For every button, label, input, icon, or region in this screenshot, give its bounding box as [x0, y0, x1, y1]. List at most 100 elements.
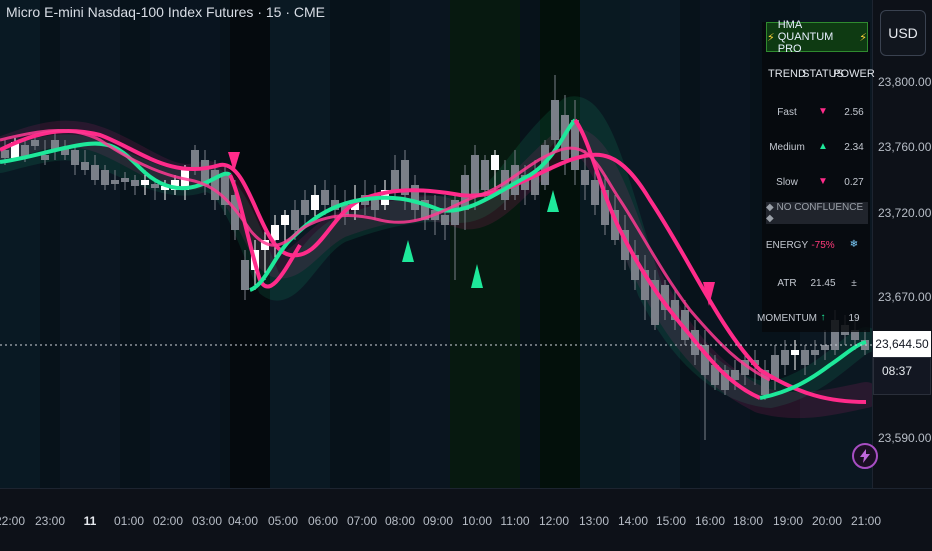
- up-arrow-icon: ↑: [820, 312, 826, 323]
- time-tick: 09:00: [422, 514, 454, 528]
- time-tick: 06:00: [307, 514, 339, 528]
- header-power: POWER: [833, 68, 875, 80]
- time-tick: 07:00: [346, 514, 378, 528]
- candle-body: [51, 140, 59, 150]
- candle-body: [321, 190, 329, 205]
- header-status: STATUS: [802, 68, 844, 80]
- candle-body: [391, 170, 399, 190]
- time-axis[interactable]: [0, 488, 932, 551]
- bar-countdown: 08:37: [873, 357, 931, 395]
- candle-body: [761, 370, 769, 395]
- candle-body: [551, 100, 559, 140]
- candle-body: [821, 345, 829, 350]
- hma-fast-line-bear-2: [573, 118, 761, 400]
- buy-signal-triangle: [402, 240, 414, 262]
- hma-fast-line-bull-3: [759, 340, 867, 400]
- time-tick: 12:00: [538, 514, 570, 528]
- background-regime-bands: [230, 0, 680, 488]
- candle-body: [371, 200, 379, 210]
- candle-body: [101, 170, 109, 185]
- row-fast-name: Fast: [777, 107, 797, 118]
- bolt-icon: ⚡: [859, 31, 867, 44]
- candle-body: [571, 120, 579, 170]
- candle-body: [531, 175, 539, 195]
- candle-body: [1, 150, 9, 158]
- chart-area[interactable]: Micro E-mini Nasdaq-100 Index Futures · …: [0, 0, 872, 488]
- candle-body: [151, 184, 159, 188]
- time-tick: 10:00: [461, 514, 493, 528]
- current-price-label: 23,644.50: [873, 331, 931, 357]
- candle-body: [91, 165, 99, 180]
- candle-body: [441, 215, 449, 225]
- energy-value: -75%: [811, 240, 835, 251]
- time-tick: 11:00: [500, 514, 530, 528]
- time-tick: 14:00: [617, 514, 649, 528]
- candle-body: [121, 178, 129, 182]
- candle-body: [191, 150, 199, 170]
- signal-markers: [228, 152, 715, 306]
- candle-body: [411, 185, 419, 210]
- candle-body: [301, 200, 309, 215]
- row-medium-name: Medium: [769, 142, 805, 153]
- price-axis[interactable]: [872, 0, 932, 488]
- down-triangle-icon: ▼: [818, 176, 828, 187]
- candle-body: [21, 145, 29, 156]
- lightning-button[interactable]: [852, 443, 878, 469]
- candle-body: [401, 160, 409, 195]
- candle-body: [801, 350, 809, 365]
- time-tick: 18:00: [732, 514, 764, 528]
- buy-signal-triangle: [547, 190, 559, 212]
- candle-body: [721, 370, 729, 390]
- candle-body: [731, 370, 739, 380]
- candle-body: [161, 186, 169, 190]
- panel-title: ⚡ HMA QUANTUM PRO ⚡: [766, 19, 868, 55]
- currency-button[interactable]: USD: [880, 10, 926, 56]
- candle-body: [651, 280, 659, 325]
- candle-body: [111, 180, 119, 184]
- down-triangle-icon: ▼: [818, 106, 828, 117]
- price-tick: 23,670.00: [878, 290, 932, 304]
- candle-body: [491, 155, 499, 170]
- time-tick: 23:00: [34, 514, 66, 528]
- atr-label: ATR: [777, 278, 797, 289]
- candle-body: [451, 200, 459, 225]
- time-tick: 13:00: [578, 514, 610, 528]
- panel-title-text: HMA QUANTUM PRO: [777, 19, 834, 55]
- candle-body: [641, 270, 649, 300]
- chart-title: Micro E-mini Nasdaq-100 Index Futures · …: [6, 4, 325, 20]
- candle-body: [681, 310, 689, 340]
- energy-label: ENERGY: [765, 240, 809, 251]
- time-tick: 04:00: [227, 514, 259, 528]
- hma-quantum-panel: [762, 22, 870, 332]
- time-tick: 08:00: [384, 514, 416, 528]
- candle-body: [311, 195, 319, 210]
- bolt-icon: ⚡: [767, 31, 775, 44]
- candle-body: [501, 170, 509, 200]
- snowflake-icon: ❄: [849, 239, 859, 250]
- candle-body: [711, 365, 719, 385]
- candle-body: [271, 225, 279, 240]
- momentum-value: 19: [848, 313, 860, 324]
- price-tick: 23,720.00: [878, 206, 932, 220]
- candle-body: [851, 330, 859, 340]
- price-chart-canvas[interactable]: [0, 0, 872, 488]
- time-tick: 19:00: [772, 514, 804, 528]
- time-tick: 01:00: [113, 514, 145, 528]
- candle-body: [11, 142, 19, 158]
- candle-body: [61, 148, 69, 155]
- sell-signal-triangle: [228, 152, 240, 172]
- candle-body: [591, 180, 599, 205]
- candle-body: [511, 165, 519, 195]
- time-tick: 15:00: [655, 514, 687, 528]
- price-tick: 23,800.00: [878, 75, 932, 89]
- candle-body: [471, 155, 479, 195]
- candle-body: [601, 190, 609, 225]
- candle-body: [261, 240, 269, 250]
- time-tick: 21:00: [850, 514, 882, 528]
- time-tick: 03:00: [191, 514, 223, 528]
- candle-body: [481, 160, 489, 190]
- buy-signal-triangle: [471, 264, 483, 288]
- candle-body: [221, 175, 229, 205]
- candle-body: [461, 175, 469, 210]
- confluence-status: ◆ NO CONFLUENCE ◆: [766, 202, 868, 224]
